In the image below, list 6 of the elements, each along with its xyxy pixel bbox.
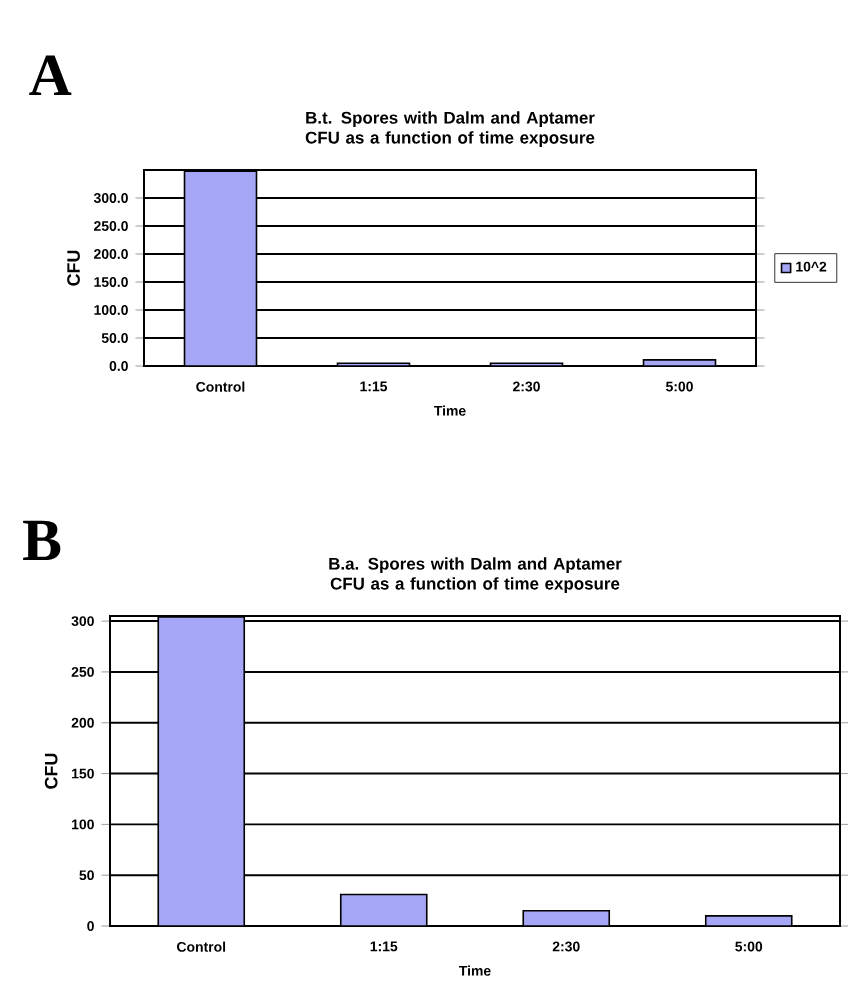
chart-title: B.t. Spores with Dalm and Aptamer CFU as a function of time exposure [305,111,595,147]
chart-title: B.a. Spores with Dalm and Aptamer CFU as a function of time exposure [329,557,622,593]
text: B [23,520,61,561]
y-axis-title: CFU [44,753,58,789]
y-axis-title: CFU [67,250,80,286]
text: A [29,55,72,95]
